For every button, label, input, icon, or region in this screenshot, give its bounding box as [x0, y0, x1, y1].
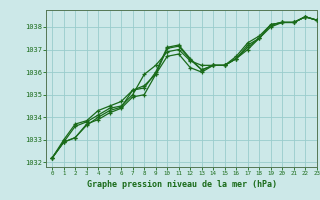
- X-axis label: Graphe pression niveau de la mer (hPa): Graphe pression niveau de la mer (hPa): [87, 180, 276, 189]
